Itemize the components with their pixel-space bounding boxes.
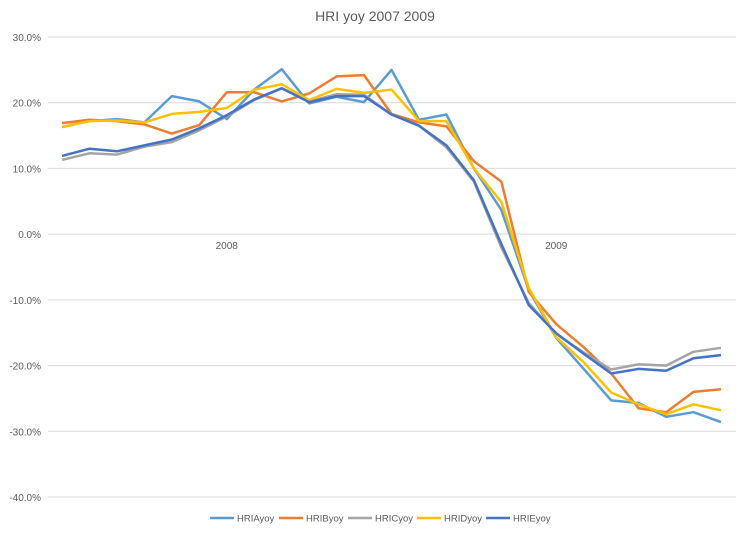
legend-label: HRIByoy <box>306 514 344 525</box>
legend-label: HRIEyoy <box>513 514 551 525</box>
gridlines <box>48 36 736 498</box>
x-tick-label: 2009 <box>545 241 568 252</box>
series-line-HRIAyoy <box>61 67 722 424</box>
y-tick-label: -10.0% <box>9 296 41 307</box>
y-tick-label: -20.0% <box>9 362 41 373</box>
series-line-HRIByoy <box>61 73 722 414</box>
chart-title: HRI yoy 2007 2009 <box>315 8 435 24</box>
legend-label: HRIDyoy <box>444 514 482 525</box>
y-tick-label: -30.0% <box>9 427 41 438</box>
y-tick-label: 10.0% <box>13 164 41 175</box>
y-tick-label: 30.0% <box>13 33 41 44</box>
x-axis-labels: 2008 2009 <box>216 241 568 252</box>
legend-label: HRICyoy <box>375 514 413 525</box>
y-tick-label: 0.0% <box>18 230 41 241</box>
series-line-HRIEyoy <box>61 87 722 375</box>
legend-label: HRIAyoy <box>237 514 275 525</box>
y-tick-label: 20.0% <box>13 99 41 110</box>
y-tick-label: -40.0% <box>9 493 41 504</box>
legend: HRIAyoy HRIByoy HRICyoy HRIDyoy HRIEyoy <box>210 514 551 525</box>
x-tick-label: 2008 <box>216 241 239 252</box>
series-lines <box>61 67 722 424</box>
y-axis-labels: 30.0% 20.0% 10.0% 0.0% -10.0% -20.0% -30.0% -40… <box>9 33 41 504</box>
series-line-HRIDyoy <box>61 83 722 416</box>
